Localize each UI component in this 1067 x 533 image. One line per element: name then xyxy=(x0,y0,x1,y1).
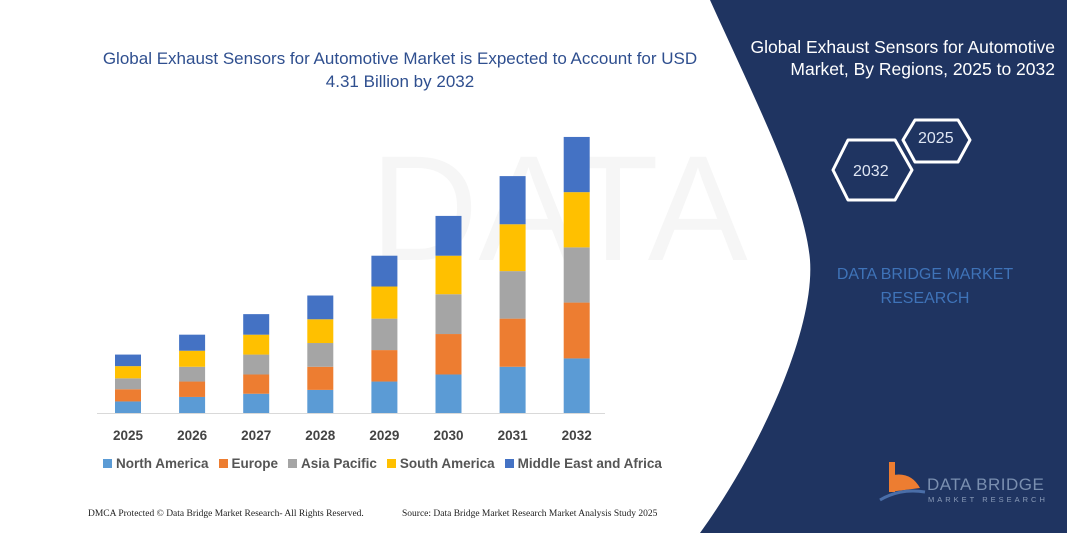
legend-label: Asia Pacific xyxy=(301,456,377,471)
footer-source: Source: Data Bridge Market Research Mark… xyxy=(402,509,658,519)
bar-segment xyxy=(243,334,270,355)
bar-segment xyxy=(563,247,590,303)
watermark: DATA xyxy=(370,124,748,292)
legend-item: Europe xyxy=(218,456,279,471)
legend-item: Middle East and Africa xyxy=(504,456,662,471)
bar-segment xyxy=(307,389,334,413)
bar-segment xyxy=(435,334,462,375)
bar-segment xyxy=(115,401,141,413)
x-tick-label: 2025 xyxy=(113,428,144,443)
legend-swatch xyxy=(103,459,112,468)
bar-segment xyxy=(179,366,206,382)
footer-copyright: DMCA Protected © Data Bridge Market Rese… xyxy=(88,509,364,519)
chart-plot: 2025 2026 2027 2028 2029 2030 2031 2032 xyxy=(97,136,605,443)
bar-segment xyxy=(563,192,590,248)
bar-segment xyxy=(563,302,590,359)
bar-segment xyxy=(115,389,141,402)
legend-label: North America xyxy=(116,456,209,471)
bar-segment xyxy=(307,319,334,344)
legend: North America Europe Asia Pacific South Ame… xyxy=(103,456,662,471)
bar-segment xyxy=(563,358,590,413)
bar-segment xyxy=(179,350,206,367)
bar-segment xyxy=(307,366,334,390)
bar-segment xyxy=(371,286,398,319)
x-tick-label: 2026 xyxy=(177,428,208,443)
bar-segment xyxy=(115,378,141,390)
right-panel xyxy=(700,0,1067,533)
chart-title: Global Exhaust Sensors for Automotive Ma… xyxy=(102,49,698,91)
bar-segment xyxy=(435,255,462,295)
hexagon-2032 xyxy=(831,138,914,202)
legend-item: Asia Pacific xyxy=(288,456,377,471)
logo-text: DATA BRIDGE xyxy=(927,475,1045,494)
legend-swatch xyxy=(218,459,228,468)
bar-segment xyxy=(435,215,462,256)
legend-label: Middle East and Africa xyxy=(517,456,662,471)
bar-segment xyxy=(243,393,270,413)
bar-segment xyxy=(371,255,398,287)
bar-segment xyxy=(179,334,206,351)
bar-segment xyxy=(499,366,526,413)
bar-segment xyxy=(115,366,141,379)
legend-item: South America xyxy=(386,456,495,471)
bar-segment xyxy=(371,318,398,351)
bar-segment xyxy=(499,271,526,319)
hex-label-end: 2032 xyxy=(853,163,889,180)
bar-segment xyxy=(499,318,526,367)
x-tick-label: 2029 xyxy=(369,428,399,443)
x-tick-label: 2031 xyxy=(498,428,529,443)
bar-segment xyxy=(115,354,141,367)
bar-segment xyxy=(243,374,270,394)
bar-segment xyxy=(563,136,590,193)
legend-label: South America xyxy=(399,456,495,471)
legend-swatch xyxy=(504,459,514,468)
panel-title: Global Exhaust Sensors for Automotive Ma… xyxy=(750,37,1055,79)
bar-segment xyxy=(371,381,398,413)
bar-segment xyxy=(435,374,462,413)
bar-segment xyxy=(243,314,270,335)
bar-segment xyxy=(179,381,206,397)
legend-swatch xyxy=(288,459,298,468)
x-tick-label: 2028 xyxy=(305,428,336,443)
x-tick-label: 2027 xyxy=(241,428,271,443)
legend-label: Europe xyxy=(231,456,279,471)
bar-segment xyxy=(499,224,526,272)
hex-label-start: 2025 xyxy=(918,130,954,147)
x-tick-label: 2032 xyxy=(562,428,592,443)
bar-segment xyxy=(435,294,462,335)
bar-segment xyxy=(499,176,526,225)
bar-segment xyxy=(307,295,334,320)
logo-icon xyxy=(879,462,926,502)
hexagon-2025 xyxy=(901,118,972,164)
legend-swatch xyxy=(386,459,396,468)
bar-segment xyxy=(371,350,398,382)
legend-item: North America xyxy=(103,456,209,471)
bar-segment xyxy=(179,396,206,413)
x-tick-label: 2030 xyxy=(433,428,463,443)
logo-subtext: MARKET RESEARCH xyxy=(928,495,1048,504)
bar-segment xyxy=(243,354,270,375)
panel-watermark-text: DATA BRIDGE MARKET RESEARCH xyxy=(836,266,1014,307)
bar-segment xyxy=(307,343,334,367)
